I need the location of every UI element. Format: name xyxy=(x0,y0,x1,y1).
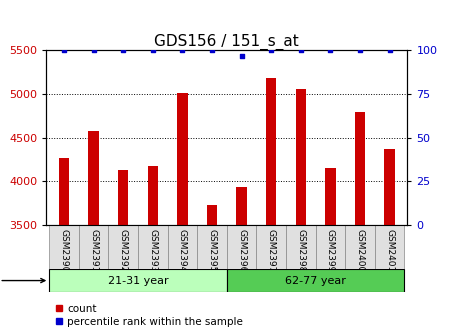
Point xyxy=(238,53,245,58)
Text: GSM2400: GSM2400 xyxy=(356,228,364,272)
Bar xyxy=(88,131,99,225)
Text: GSM2394: GSM2394 xyxy=(178,228,187,272)
Bar xyxy=(296,89,306,225)
Text: 62-77 year: 62-77 year xyxy=(285,276,346,286)
Bar xyxy=(384,149,395,225)
Bar xyxy=(49,225,79,269)
Bar xyxy=(316,225,345,269)
Text: GSM2401: GSM2401 xyxy=(385,228,394,272)
Bar xyxy=(355,113,365,225)
Bar xyxy=(168,225,197,269)
Point xyxy=(208,48,216,53)
Bar xyxy=(325,168,336,225)
Bar xyxy=(177,93,188,225)
Text: GSM2398: GSM2398 xyxy=(296,228,306,272)
Text: GSM2390: GSM2390 xyxy=(60,228,69,272)
Bar xyxy=(227,225,257,269)
Bar xyxy=(138,225,168,269)
Point xyxy=(60,48,68,53)
Bar xyxy=(49,269,227,292)
Text: GSM2399: GSM2399 xyxy=(326,228,335,272)
Point xyxy=(268,48,275,53)
Text: GSM2397: GSM2397 xyxy=(267,228,276,272)
Bar xyxy=(257,225,286,269)
Point xyxy=(357,48,364,53)
Bar xyxy=(375,225,405,269)
Text: GSM2391: GSM2391 xyxy=(89,228,98,272)
Bar xyxy=(108,225,138,269)
Point xyxy=(119,48,127,53)
Text: GSM2396: GSM2396 xyxy=(237,228,246,272)
Bar xyxy=(118,170,128,225)
Bar xyxy=(79,225,108,269)
Point xyxy=(179,48,186,53)
Text: 21-31 year: 21-31 year xyxy=(108,276,169,286)
Bar xyxy=(237,187,247,225)
Point xyxy=(386,48,394,53)
Point xyxy=(297,48,305,53)
Bar xyxy=(148,166,158,225)
Point xyxy=(327,48,334,53)
Bar xyxy=(197,225,227,269)
Bar xyxy=(266,78,276,225)
Title: GDS156 / 151_s_at: GDS156 / 151_s_at xyxy=(155,34,299,50)
Point xyxy=(149,48,156,53)
Bar xyxy=(227,269,405,292)
Text: GSM2395: GSM2395 xyxy=(207,228,217,272)
Point xyxy=(90,48,97,53)
Bar xyxy=(286,225,316,269)
Text: GSM2392: GSM2392 xyxy=(119,228,128,272)
Legend: count, percentile rank within the sample: count, percentile rank within the sample xyxy=(51,299,247,331)
Text: GSM2393: GSM2393 xyxy=(148,228,157,272)
Bar xyxy=(59,158,69,225)
Bar xyxy=(207,205,217,225)
Text: age: age xyxy=(0,276,45,286)
Bar xyxy=(345,225,375,269)
